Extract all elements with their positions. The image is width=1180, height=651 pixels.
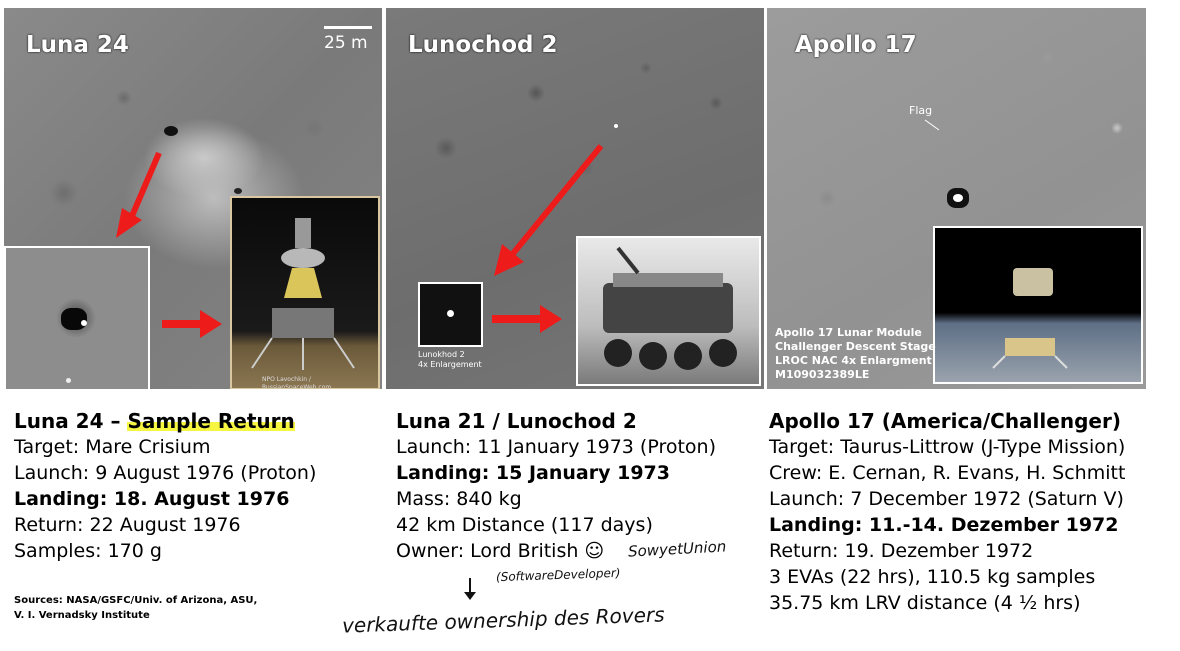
luna24-target: Target: Mare Crisium [14, 436, 211, 458]
lm-descent-stage [1005, 338, 1055, 356]
lunochod2-launch: Launch: 11 January 1973 (Proton) [396, 436, 717, 458]
lander-highlight [953, 194, 963, 202]
apollo17-return: Return: 19. Dezember 1972 [769, 540, 1034, 562]
rover-wheel [709, 339, 737, 367]
scale-label: 25 m [324, 33, 368, 53]
arrow-head-icon [494, 244, 524, 276]
lunochod2-info: Luna 21 / Lunochod 2 Launch: 11 January … [396, 408, 716, 564]
arrow-shaft [508, 144, 604, 258]
arrow-shaft [126, 151, 162, 225]
handwritten-software-developer: (SoftwareDeveloper) [495, 565, 621, 585]
apollo17-info: Apollo 17 (America/Challenger) Target: T… [769, 408, 1177, 616]
lunochod2-inset-caption: Lunokhod 2 4x Enlargement [418, 350, 482, 370]
apollo17-target: Target: Taurus-Littrow (J-Type Mission) [769, 436, 1126, 458]
artwork-credit: NPO Lavochkin / RussianSpaceWeb.com [262, 376, 332, 389]
lander-highlight [81, 320, 87, 326]
lm-leg [1054, 355, 1068, 369]
lunochod2-heading: Luna 21 / Lunochod 2 [396, 409, 637, 433]
apollo17-caption: Apollo 17 Lunar Module Challenger Descen… [775, 326, 936, 382]
luna24-heading-prefix: Luna 24 – [14, 409, 128, 433]
lander-descent-stage [272, 308, 334, 338]
luna24-launch: Launch: 9 August 1976 (Proton) [14, 462, 317, 484]
rock-highlight [66, 378, 71, 383]
lunochod2-landing: Landing: 15 January 1973 [396, 462, 670, 484]
sources-line-1: Sources: NASA/GSFC/Univ. of Arizona, ASU… [14, 595, 258, 606]
luna24-artwork: NPO Lavochkin / RussianSpaceWeb.com [230, 196, 380, 389]
luna24-heading: Luna 24 – Sample Return [14, 408, 316, 434]
caption-line-1: Apollo 17 Lunar Module [775, 326, 922, 339]
sources-note: Sources: NASA/GSFC/Univ. of Arizona, ASU… [14, 593, 257, 623]
luna24-return: Return: 22 August 1976 [14, 514, 241, 536]
caption-line-2: Challenger Descent Stage [775, 340, 936, 353]
lunochod2-image-panel: Lunochod 2 Lunokhod 2 4x Enlargement [386, 8, 764, 389]
rover-body [603, 283, 733, 333]
luna24-arrows [116, 151, 222, 338]
flag-label: Flag [909, 104, 933, 117]
scale-bar [324, 26, 372, 29]
apollo17-evas: 3 EVAs (22 hrs), 110.5 kg samples [769, 566, 1096, 588]
lander-tank [281, 248, 325, 268]
luna24-panel-title: Luna 24 [26, 32, 129, 58]
lunochod2-panel-title: Lunochod 2 [408, 32, 558, 58]
inset-caption-line1: Lunokhod 2 [418, 350, 465, 359]
apollo17-lrv: 35.75 km LRV distance (4 ½ hrs) [769, 592, 1081, 614]
lunochod2-owner: Owner: Lord British ☺ [396, 540, 605, 562]
arrow-head-icon [116, 208, 142, 238]
lander-leg [251, 337, 273, 369]
rover-antenna [616, 246, 640, 275]
rover-highlight [447, 310, 454, 317]
lander-leg [333, 337, 355, 369]
luna24-image-panel: Luna 24 25 m NPO Lavochkin / RussianSpac… [4, 8, 382, 389]
rover-spot [614, 124, 618, 128]
apollo17-heading: Apollo 17 (America/Challenger) [769, 409, 1121, 433]
rover-illustration [603, 246, 737, 370]
lunochod2-distance: 42 km Distance (117 days) [396, 514, 653, 536]
rover-wheel [674, 342, 702, 370]
handwritten-arrow-down-icon [464, 578, 476, 600]
lander-spot [164, 126, 178, 136]
rover-lid [613, 273, 723, 287]
apollo17-crew: Crew: E. Cernan, R. Evans, H. Schmitt [769, 462, 1126, 484]
rover-wheel [639, 342, 667, 370]
lm-illustration [992, 268, 1068, 369]
arrow-right-icon [540, 305, 562, 333]
rock-spot [234, 188, 242, 194]
lm-leg [992, 355, 1006, 369]
apollo17-landing: Landing: 11.-14. Dezember 1972 [769, 514, 1119, 536]
flag-pointer [924, 119, 940, 131]
rover-wheel [604, 339, 632, 367]
luna24-lander-illustration [251, 218, 355, 370]
lunochod2-arrows [492, 144, 604, 333]
lander-thruster-glow [284, 268, 322, 298]
handwritten-sold-ownership: verkaufte ownership des Rovers [341, 602, 665, 638]
caption-line-3: LROC NAC 4x Enlargment [775, 354, 932, 367]
lunochod2-enlargement-inset [418, 282, 483, 347]
caption-line-4: M109032389LE [775, 368, 870, 381]
lander-upper-stage [295, 218, 311, 248]
sources-line-2: V. I. Vernadsky Institute [14, 610, 150, 621]
lunochod2-mass: Mass: 840 kg [396, 488, 522, 510]
luna24-heading-highlight: Sample Return [127, 409, 295, 433]
lander-shadow [61, 308, 87, 330]
apollo17-lm-photo [933, 226, 1143, 384]
luna24-samples: Samples: 170 g [14, 540, 162, 562]
luna24-info: Luna 24 – Sample Return Target: Mare Cri… [14, 408, 316, 564]
inset-caption-line2: 4x Enlargement [418, 360, 482, 369]
luna24-landing: Landing: 18. August 1976 [14, 488, 290, 510]
apollo17-launch: Launch: 7 December 1972 (Saturn V) [769, 488, 1124, 510]
arrow-right-icon [200, 310, 222, 338]
flag-pointer-line [924, 119, 940, 131]
lm-ascent-stage [1013, 268, 1053, 296]
luna24-enlargement-inset [4, 246, 150, 389]
apollo17-image-panel: Apollo 17 Flag Apollo 17 Lunar Module Ch… [767, 8, 1146, 389]
handwritten-arrow-head [464, 592, 476, 600]
lunochod2-rover-photo [576, 236, 761, 386]
apollo17-panel-title: Apollo 17 [795, 32, 917, 58]
